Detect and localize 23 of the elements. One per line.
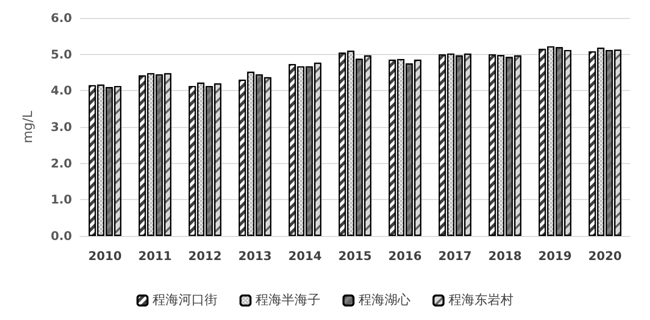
x-tick-label: 2017 [438,249,472,263]
x-tick-label: 2019 [538,249,572,263]
y-tick-label: 2.0 [50,156,72,170]
x-tick-label: 2012 [188,249,222,263]
legend-label: 程海河口街 [152,293,218,308]
x-tick-label: 2018 [488,249,522,263]
y-tick-label: 1.0 [50,192,72,207]
y-tick-label: 0.0 [50,229,72,243]
y-tick-label: 3.0 [50,120,72,134]
x-tick-label: 2010 [88,249,122,263]
x-tick-label: 2011 [138,249,172,263]
legend-label: 程海湖心 [358,292,410,308]
legend-label: 程海半海子 [256,293,320,308]
x-tick-label: 2015 [338,249,372,263]
y-tick-label: 5.0 [50,47,72,62]
x-tick-label: 2013 [238,249,272,263]
y-tick-label: 4.0 [50,84,72,98]
x-tick-label: 2020 [588,249,622,263]
x-tick-label: 2014 [288,249,322,263]
x-tick-label: 2016 [388,249,422,263]
y-tick-label: 6.0 [50,11,72,25]
legend-label: 程海东岩村 [448,293,514,308]
y-axis-title: mg/L [21,110,36,144]
